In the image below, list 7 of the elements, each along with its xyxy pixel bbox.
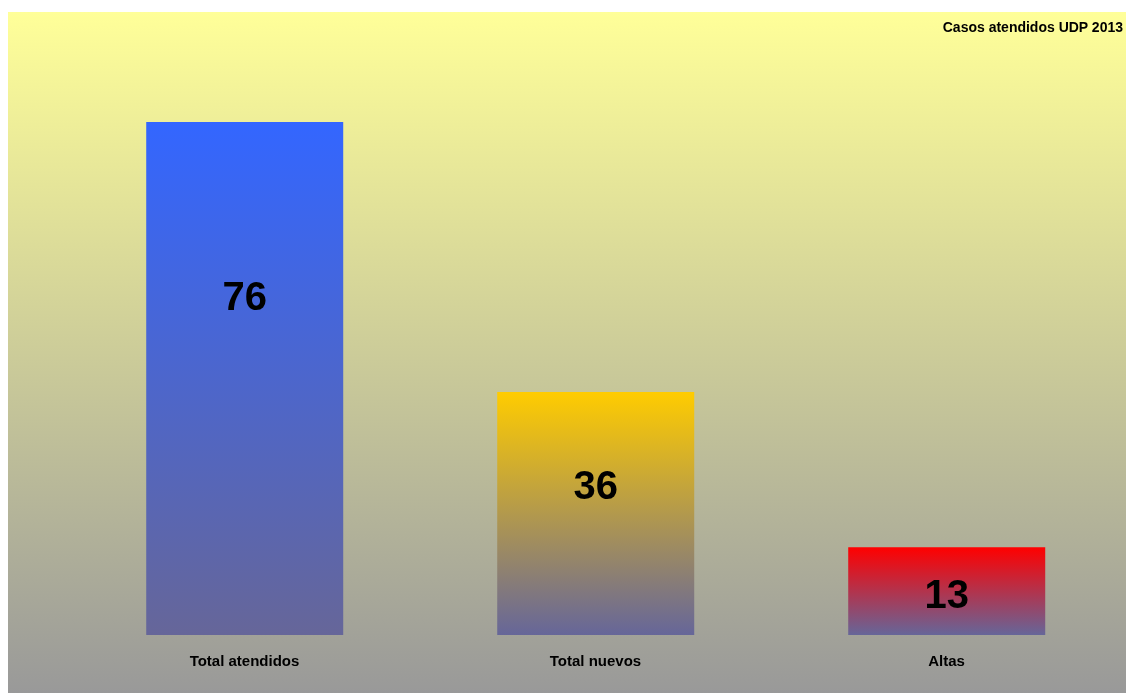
- x-tick-label: Altas: [928, 651, 965, 669]
- x-tick-label: Total atendidos: [189, 651, 300, 669]
- data-label: 36: [573, 462, 618, 507]
- chart-title: Casos atendidos UDP 2013: [942, 19, 1123, 35]
- x-tick-label: Total nuevos: [549, 651, 642, 669]
- data-label: 76: [222, 273, 267, 318]
- data-label: 13: [924, 571, 969, 616]
